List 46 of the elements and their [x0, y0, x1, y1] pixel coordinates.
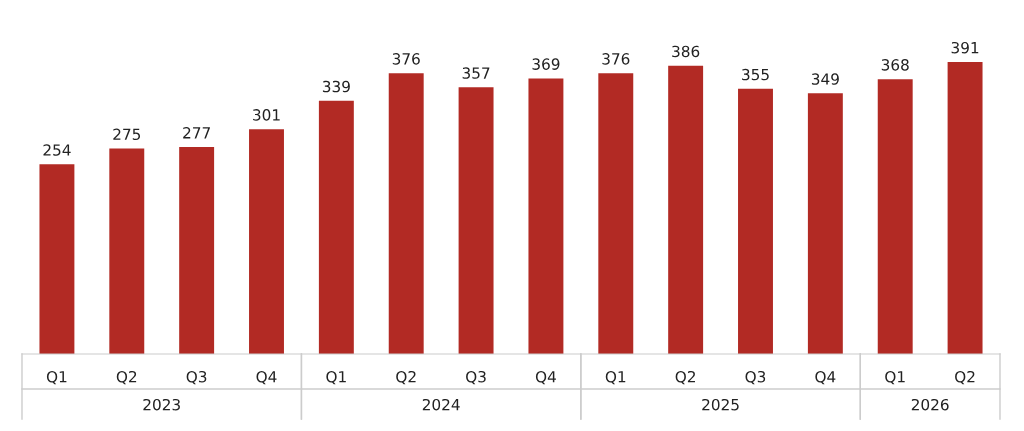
bar: [877, 79, 913, 354]
data-label: 376: [392, 53, 420, 65]
x-tick-label: Q1: [605, 370, 626, 385]
data-label: 357: [462, 67, 490, 79]
bar: [668, 65, 704, 354]
bar: [807, 93, 843, 354]
x-tick-label: Q2: [675, 370, 695, 385]
bar: [388, 73, 424, 354]
bar: [39, 164, 75, 354]
data-label: 391: [951, 41, 979, 54]
x-tick-label: Q1: [46, 370, 67, 385]
x-tick-label: Q4: [815, 370, 836, 385]
x-tick-label: Q1: [326, 370, 346, 385]
x-tick-label: Q4: [535, 370, 556, 385]
data-label: 369: [532, 58, 560, 70]
text: 2025: [702, 398, 739, 411]
data-label: 376: [602, 53, 630, 65]
x-tick-label: Q3: [745, 370, 766, 385]
x-tick-label: Q2: [396, 370, 416, 385]
bar: [318, 100, 354, 354]
bar: [947, 61, 983, 354]
data-label: 386: [672, 45, 700, 58]
bar: [598, 73, 634, 354]
data-label: 301: [253, 109, 280, 121]
bar: [738, 88, 773, 354]
bar: [109, 148, 145, 354]
x-tick-label: Q2: [955, 370, 975, 385]
data-label: 349: [811, 73, 839, 85]
text: 2023: [143, 398, 180, 411]
data-label: 339: [322, 80, 350, 93]
data-label: 275: [113, 128, 141, 141]
bar: [458, 87, 494, 354]
bar: [528, 78, 564, 354]
x-tick-label: Q4: [256, 370, 277, 385]
data-label: 254: [43, 144, 71, 156]
text: 2024: [422, 398, 460, 411]
x-tick-label: Q2: [116, 370, 137, 385]
data-label: 355: [742, 68, 769, 81]
x-tick-label: Q3: [466, 370, 486, 385]
data-label: 368: [881, 59, 909, 71]
x-tick-label: Q3: [186, 370, 207, 385]
data-label: 277: [183, 127, 210, 139]
bar: [179, 147, 215, 354]
x-tick-label: Q1: [885, 370, 905, 385]
text: 2026: [911, 398, 949, 411]
bar: [249, 129, 284, 354]
